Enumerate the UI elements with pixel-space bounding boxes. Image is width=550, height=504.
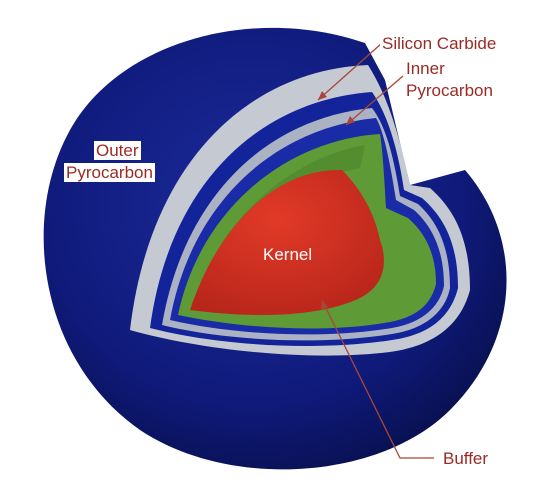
leader-silicon-carbide: [317, 42, 383, 101]
label-kernel: Kernel: [263, 245, 313, 264]
label-outer-pyrocarbon-line2: Pyrocarbon: [64, 163, 155, 182]
kernel-core: [190, 169, 384, 315]
leader-inner-pyrocarbon: [345, 75, 404, 126]
arrow-inner-pyrocarbon: [346, 116, 355, 125]
label-inner-pyrocarbon-line2: Pyrocarbon: [404, 81, 495, 100]
label-silicon-carbide: Silicon Carbide: [380, 34, 499, 53]
leader-lines: [317, 42, 434, 459]
label-inner-pyrocarbon-line1: Inner: [404, 59, 447, 78]
leader-arrowheads: [318, 91, 355, 310]
leader-buffer: [321, 299, 434, 459]
label-outer-pyrocarbon-line1: Outer: [94, 141, 141, 160]
label-buffer: Buffer: [441, 449, 491, 468]
arrow-silicon-carbide: [318, 91, 327, 100]
arrow-buffer: [321, 300, 328, 310]
